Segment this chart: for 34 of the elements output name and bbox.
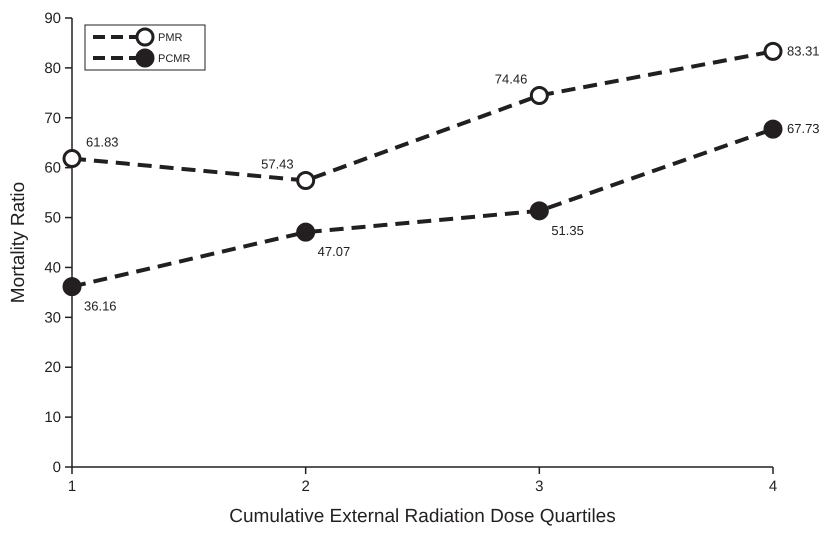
- x-tick-label: 2: [301, 478, 310, 495]
- y-tick-label: 90: [44, 10, 61, 27]
- data-label: 74.46: [494, 72, 528, 87]
- point: [296, 170, 316, 190]
- legend-label: PCMR: [158, 53, 190, 65]
- point: [296, 222, 316, 242]
- y-tick-label: 20: [44, 359, 61, 376]
- x-axis-title: Cumulative External Radiation Dose Quartiles: [229, 506, 616, 527]
- data-label: 67.73: [787, 121, 820, 136]
- y-axis-title: Mortality Ratio: [8, 182, 29, 304]
- y-tick-label: 70: [44, 110, 61, 127]
- data-label: 61.83: [86, 134, 119, 150]
- data-label: 57.43: [261, 156, 294, 172]
- point: [530, 86, 549, 106]
- y-tick-label: 30: [44, 309, 61, 326]
- x-tick-label: 4: [768, 478, 778, 495]
- data-label: 47.07: [318, 244, 350, 260]
- x-tick-label: 3: [535, 478, 544, 495]
- y-tick-label: 80: [44, 60, 61, 77]
- y-tick-label: 50: [44, 210, 61, 227]
- data-label: 83.31: [787, 43, 820, 58]
- data-label: 51.35: [551, 222, 584, 238]
- point: [764, 120, 782, 139]
- data-label: 36.16: [84, 298, 117, 314]
- x-tick-label: 1: [68, 478, 76, 495]
- y-tick-label: 40: [44, 259, 61, 276]
- y-tick-label: 0: [52, 459, 61, 476]
- legend-label: PMR: [158, 32, 182, 44]
- point: [764, 42, 782, 61]
- y-tick-label: 60: [44, 160, 61, 177]
- point: [530, 201, 549, 220]
- point: [62, 277, 82, 296]
- y-tick-label: 10: [44, 409, 61, 426]
- point: [62, 149, 82, 168]
